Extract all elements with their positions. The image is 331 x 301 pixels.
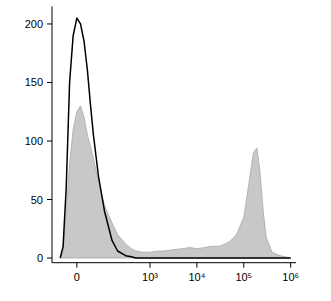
histogram-area [60, 106, 290, 258]
x-tick-label: 10⁵ [235, 271, 252, 283]
y-tick-label: 200 [25, 18, 43, 30]
plot-area [60, 18, 290, 258]
x-axis [52, 262, 296, 263]
x-tick [243, 263, 244, 268]
x-tick-label: 10⁴ [188, 271, 205, 283]
y-tick-label: 50 [31, 194, 43, 206]
y-tick [47, 199, 52, 200]
y-tick [47, 82, 52, 83]
y-tick [47, 23, 52, 24]
x-tick [196, 263, 197, 268]
histogram-line [60, 18, 290, 258]
chart: 0 50 100 150 200 0 10³ 10⁴ 10⁵ 10⁶ [0, 0, 331, 301]
y-tick [47, 258, 52, 259]
x-tick [76, 263, 77, 268]
y-tick-label: 0 [37, 252, 43, 264]
y-tick-label: 100 [25, 135, 43, 147]
x-tick-label: 10⁶ [282, 271, 299, 283]
x-tick [290, 263, 291, 268]
y-tick [47, 140, 52, 141]
x-tick [150, 263, 151, 268]
y-tick-label: 150 [25, 76, 43, 88]
x-tick-label: 0 [74, 271, 80, 283]
y-axis [52, 6, 53, 262]
x-tick-label: 10³ [142, 271, 158, 283]
